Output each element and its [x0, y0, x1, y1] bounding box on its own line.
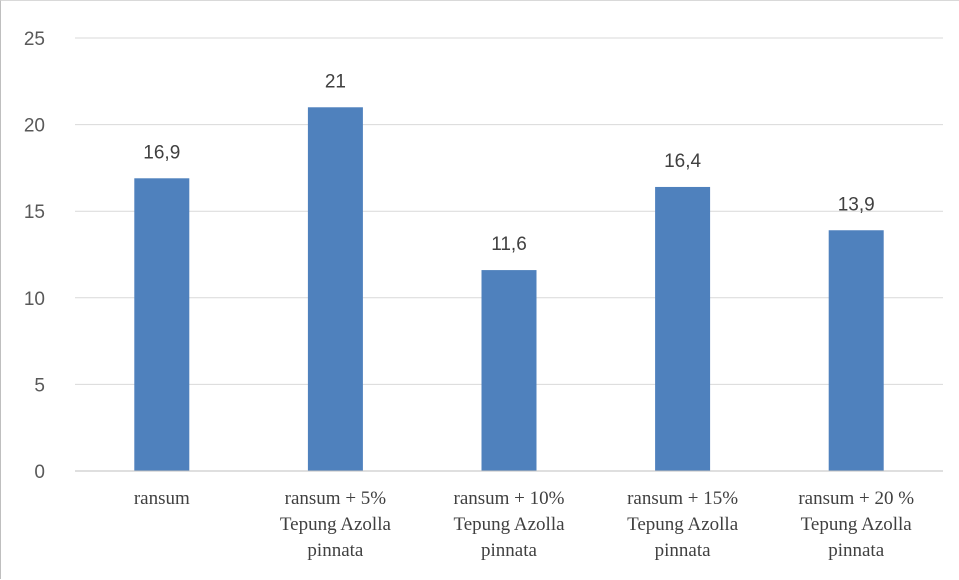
bar — [134, 178, 190, 472]
category-label: Tepung Azolla — [801, 514, 913, 535]
bar — [307, 107, 363, 471]
category-label: pinnata — [307, 540, 363, 561]
data-label: 16,9 — [143, 142, 180, 163]
bar — [655, 186, 711, 471]
category-label: Tepung Azolla — [280, 514, 392, 535]
category-label: pinnata — [828, 540, 884, 561]
gridlines — [75, 37, 943, 385]
bar — [481, 270, 537, 471]
category-label: ransum + 10% — [454, 488, 565, 509]
category-label: ransum + 20 % — [798, 488, 914, 509]
bar — [828, 230, 884, 471]
x-axis-category-labels: ransum ransum + 5% Tepung Azolla pinnata ran… — [134, 488, 914, 561]
y-axis-tick-labels: 0 5 10 15 20 25 — [24, 29, 45, 483]
data-label: 13,9 — [838, 194, 875, 215]
data-label: 11,6 — [491, 234, 527, 255]
y-tick-label: 25 — [24, 29, 45, 50]
data-labels: 16,9 21 11,6 16,4 13,9 — [143, 71, 874, 255]
y-tick-label: 20 — [24, 116, 45, 137]
data-label: 21 — [325, 71, 346, 92]
y-tick-label: 5 — [34, 375, 45, 396]
y-tick-label: 0 — [34, 462, 45, 483]
category-label: Tepung Azolla — [453, 514, 565, 535]
category-label: ransum + 5% — [285, 488, 387, 509]
category-label: pinnata — [655, 540, 711, 561]
category-label: ransum + 15% — [627, 488, 738, 509]
bars — [134, 107, 884, 472]
data-label: 16,4 — [664, 151, 701, 172]
y-tick-label: 15 — [24, 202, 45, 223]
category-label: ransum — [134, 488, 190, 509]
y-tick-label: 10 — [24, 289, 45, 310]
category-label: pinnata — [481, 540, 537, 561]
category-label: Tepung Azolla — [627, 514, 739, 535]
